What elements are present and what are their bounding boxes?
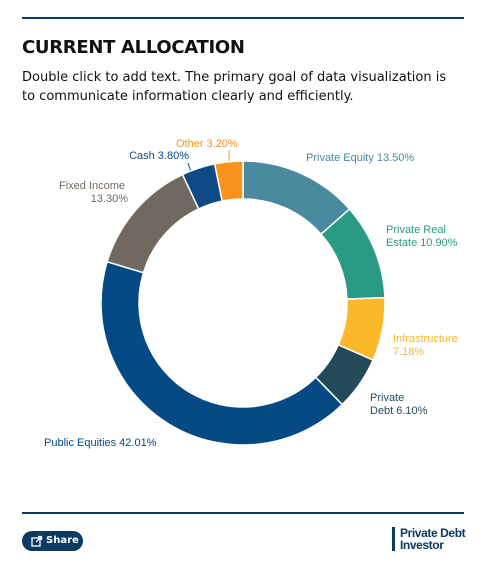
share-label: Share [46, 535, 79, 546]
share-button[interactable]: Share [22, 531, 83, 551]
logo-line: Private Debt [400, 526, 466, 540]
share-icon [31, 535, 43, 547]
donut-segment [213, 160, 244, 202]
segment-label: Other 3.20% [176, 138, 276, 151]
segment-label: Cash 3.80% [89, 150, 189, 163]
label-value: 13.50% [376, 152, 415, 164]
label-value: 13.30% [90, 193, 128, 205]
label-value: 3.20% [206, 138, 238, 150]
logo-line: Investor [400, 538, 444, 552]
label-value: 6.10% [396, 405, 428, 417]
label-name: Private Real Estate [386, 224, 446, 249]
label-value: 10.90% [420, 237, 458, 249]
donut-segment [100, 260, 344, 446]
label-value: 7.18% [393, 346, 425, 358]
label-name: Private Equity [306, 152, 374, 164]
segment-label: Fixed Income13.30% [53, 180, 128, 206]
label-name: Fixed Income [58, 180, 125, 192]
segment-label: Private Debt 6.10% [370, 392, 429, 418]
label-name: Infrastructure [393, 333, 458, 345]
segment-label: Public Equities 42.01% [44, 437, 244, 450]
label-name: Private Debt [370, 392, 405, 417]
label-value: 3.80% [157, 150, 189, 162]
label-name: Cash [129, 150, 155, 162]
segment-label: Private Real Estate 10.90% [386, 224, 466, 250]
title: CURRENT ALLOCATION [22, 37, 245, 58]
bottom-rule [22, 512, 464, 514]
label-name: Public Equities [44, 437, 117, 449]
logo: Private Debt Investor [392, 526, 466, 552]
top-rule [22, 17, 464, 19]
subtitle: Double click to add text. The primary go… [22, 70, 447, 104]
label-name: Other [176, 138, 204, 150]
segment-label: Private Equity 13.50% [306, 152, 485, 165]
label-value: 42.01% [119, 437, 157, 449]
chart [100, 150, 386, 446]
segment-label: Infrastructure7.18% [393, 333, 468, 359]
